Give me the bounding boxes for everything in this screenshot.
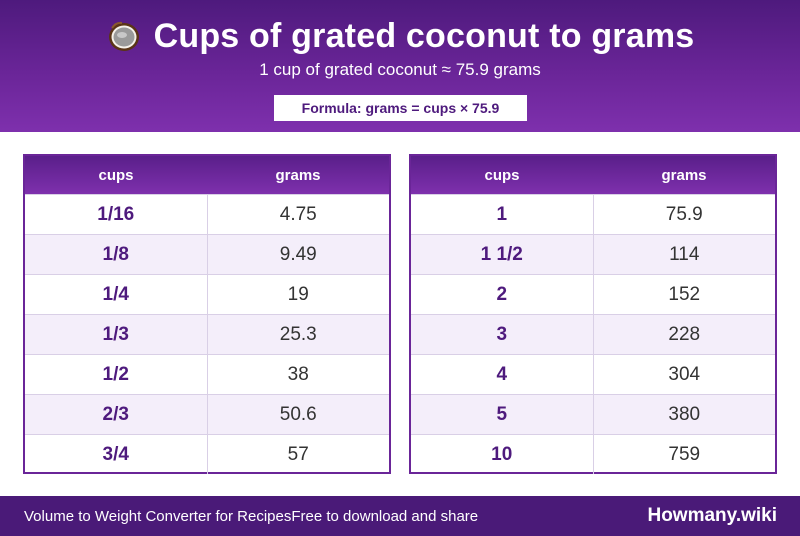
grams-cell: 50.6 <box>279 403 317 425</box>
brand-name: Howmany.wiki <box>647 505 777 526</box>
grams-cell: 380 <box>668 403 701 425</box>
table-row: 1 75.9 <box>411 194 775 234</box>
cups-cell: 1/8 <box>25 235 208 274</box>
cups-cell: 3/4 <box>25 435 208 474</box>
conversion-table-right: cups grams 1 75.9 1 1/2 114 2 152 3 228 … <box>409 154 777 474</box>
title-row: Cups of grated coconut to grams <box>0 14 800 58</box>
grams-cell: 57 <box>287 443 309 465</box>
footer-share-note: Free to download and share <box>291 507 479 525</box>
formula-box: Formula: grams = cups × 75.9 <box>274 95 527 121</box>
cups-cell: 10 <box>411 435 594 474</box>
footer-tagline: Volume to Weight Converter for Recipes <box>24 507 292 525</box>
grams-cell: 759 <box>668 443 701 465</box>
grams-cell: 304 <box>668 363 701 385</box>
column-header-grams: grams <box>275 166 321 184</box>
column-header-cups: cups <box>98 166 134 184</box>
grams-cell: 4.75 <box>279 203 317 225</box>
grams-cell: 19 <box>287 283 309 305</box>
footer-bar: Volume to Weight Converter for Recipes F… <box>0 496 800 536</box>
cups-cell: 1/3 <box>25 315 208 354</box>
cups-cell: 1 <box>411 195 594 234</box>
grams-cell: 25.3 <box>279 323 317 345</box>
table-row: 3 228 <box>411 314 775 354</box>
table-row: 4 304 <box>411 354 775 394</box>
cups-cell: 1/2 <box>25 355 208 394</box>
table-row: 2/3 50.6 <box>25 394 389 434</box>
grams-cell: 38 <box>287 363 309 385</box>
column-header-grams: grams <box>661 166 707 184</box>
table-row: 5 380 <box>411 394 775 434</box>
conversion-summary: 1 cup of grated coconut ≈ 75.9 grams <box>259 60 541 79</box>
table-row: 3/4 57 <box>25 434 389 474</box>
column-header-cups: cups <box>484 166 520 184</box>
cups-cell: 1/4 <box>25 275 208 314</box>
page-title: Cups of grated coconut to grams <box>153 16 695 55</box>
table-header: cups grams <box>25 156 389 194</box>
grams-cell: 75.9 <box>665 203 703 225</box>
cups-cell: 1/16 <box>25 195 208 234</box>
cups-cell: 5 <box>411 395 594 434</box>
cups-cell: 1 1/2 <box>411 235 594 274</box>
table-row: 1/4 19 <box>25 274 389 314</box>
table-row: 2 152 <box>411 274 775 314</box>
cups-cell: 2/3 <box>25 395 208 434</box>
cups-cell: 2 <box>411 275 594 314</box>
grams-cell: 228 <box>668 323 701 345</box>
table-row: 1/2 38 <box>25 354 389 394</box>
grams-cell: 9.49 <box>279 243 317 265</box>
coconut-icon <box>108 21 139 51</box>
grams-cell: 152 <box>668 283 701 305</box>
cups-cell: 3 <box>411 315 594 354</box>
table-row: 1 1/2 114 <box>411 234 775 274</box>
cups-cell: 4 <box>411 355 594 394</box>
table-row: 10 759 <box>411 434 775 474</box>
table-row: 1/16 4.75 <box>25 194 389 234</box>
header-banner: Cups of grated coconut to grams 1 cup of… <box>0 0 800 132</box>
grams-cell: 114 <box>669 243 700 265</box>
table-header: cups grams <box>411 156 775 194</box>
table-row: 1/8 9.49 <box>25 234 389 274</box>
table-row: 1/3 25.3 <box>25 314 389 354</box>
conversion-table-left: cups grams 1/16 4.75 1/8 9.49 1/4 19 1/3… <box>23 154 391 474</box>
